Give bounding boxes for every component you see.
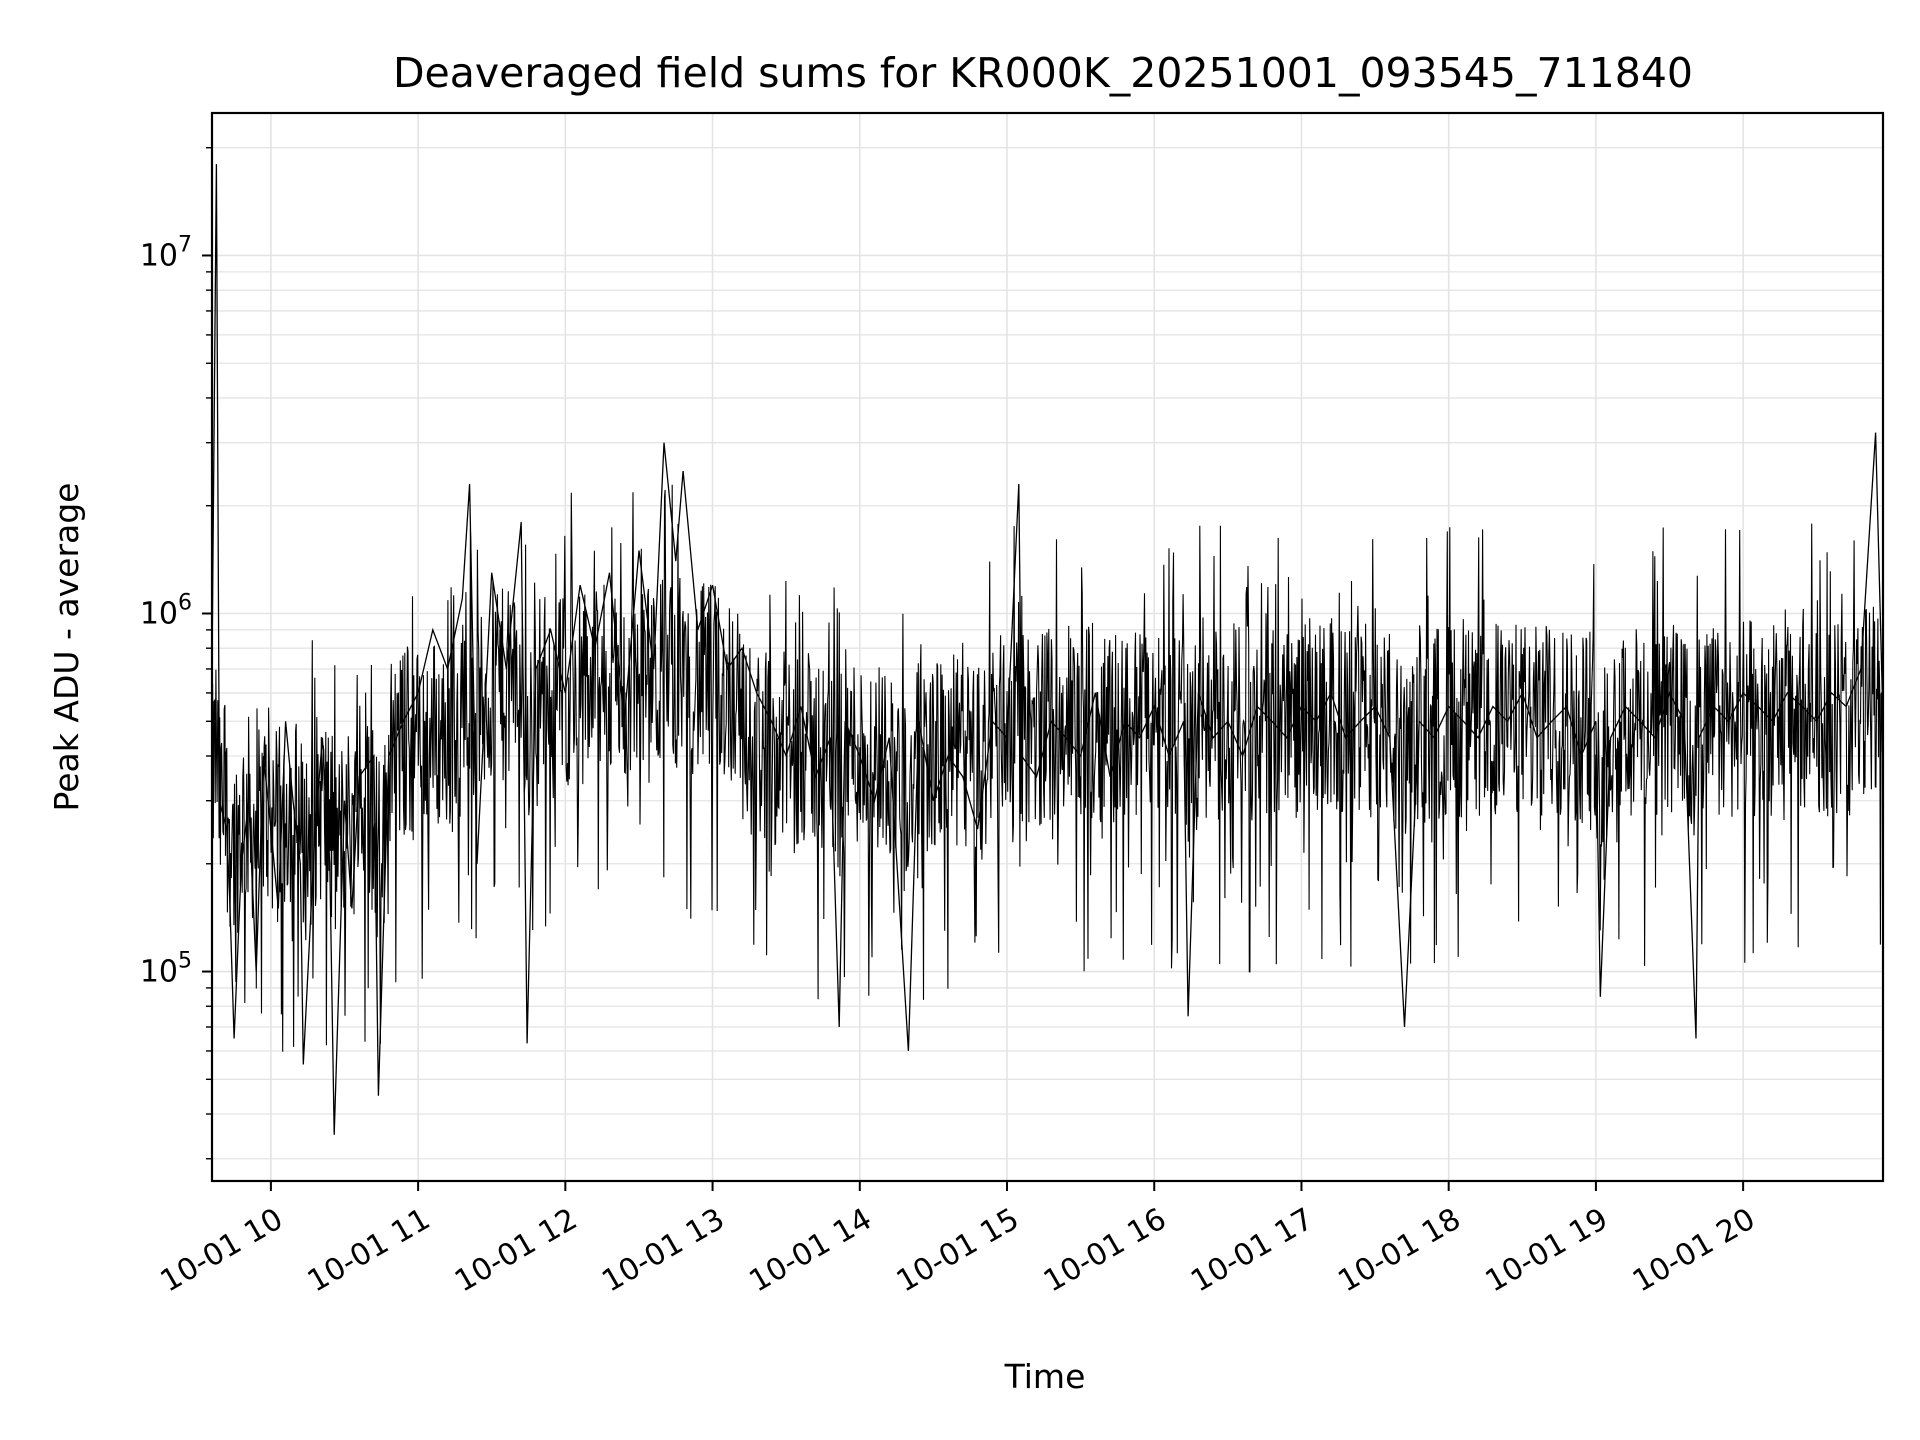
x-axis: 10-01 10 10-01 11 10-01 12 10-01 13 10-01 14… — [155, 1181, 1761, 1300]
x-tick-label: 10-01 10 — [155, 1202, 289, 1300]
x-tick-label: 10-01 14 — [743, 1202, 877, 1300]
x-tick-label: 10-01 16 — [1038, 1202, 1172, 1300]
x-tick-label: 10-01 11 — [302, 1202, 436, 1300]
x-tick-label: 10-01 12 — [449, 1202, 583, 1300]
series-line — [211, 164, 1884, 1135]
y-axis-title: Peak ADU - average — [47, 483, 86, 812]
y-tick-label: 105 — [140, 949, 192, 990]
x-tick-label: 10-01 17 — [1185, 1202, 1319, 1300]
x-tick-label: 10-01 13 — [596, 1202, 730, 1300]
x-tick-label: 10-01 18 — [1332, 1202, 1466, 1300]
series-line-noise — [211, 484, 1884, 1052]
x-axis-title: Time — [1004, 1357, 1086, 1396]
y-tick-label: 106 — [140, 591, 192, 632]
y-tick-label: 107 — [140, 232, 192, 273]
plot-frame — [210, 111, 1885, 1183]
series-line-texture — [211, 484, 1884, 1052]
chart-title: Deaveraged field sums for KR000K_2025100… — [393, 49, 1693, 97]
x-tick-label: 10-01 15 — [891, 1202, 1025, 1300]
y-axis: 105 106 107 — [140, 146, 212, 1160]
x-tick-label: 10-01 19 — [1480, 1202, 1614, 1300]
x-tick-label: 10-01 20 — [1627, 1202, 1761, 1300]
